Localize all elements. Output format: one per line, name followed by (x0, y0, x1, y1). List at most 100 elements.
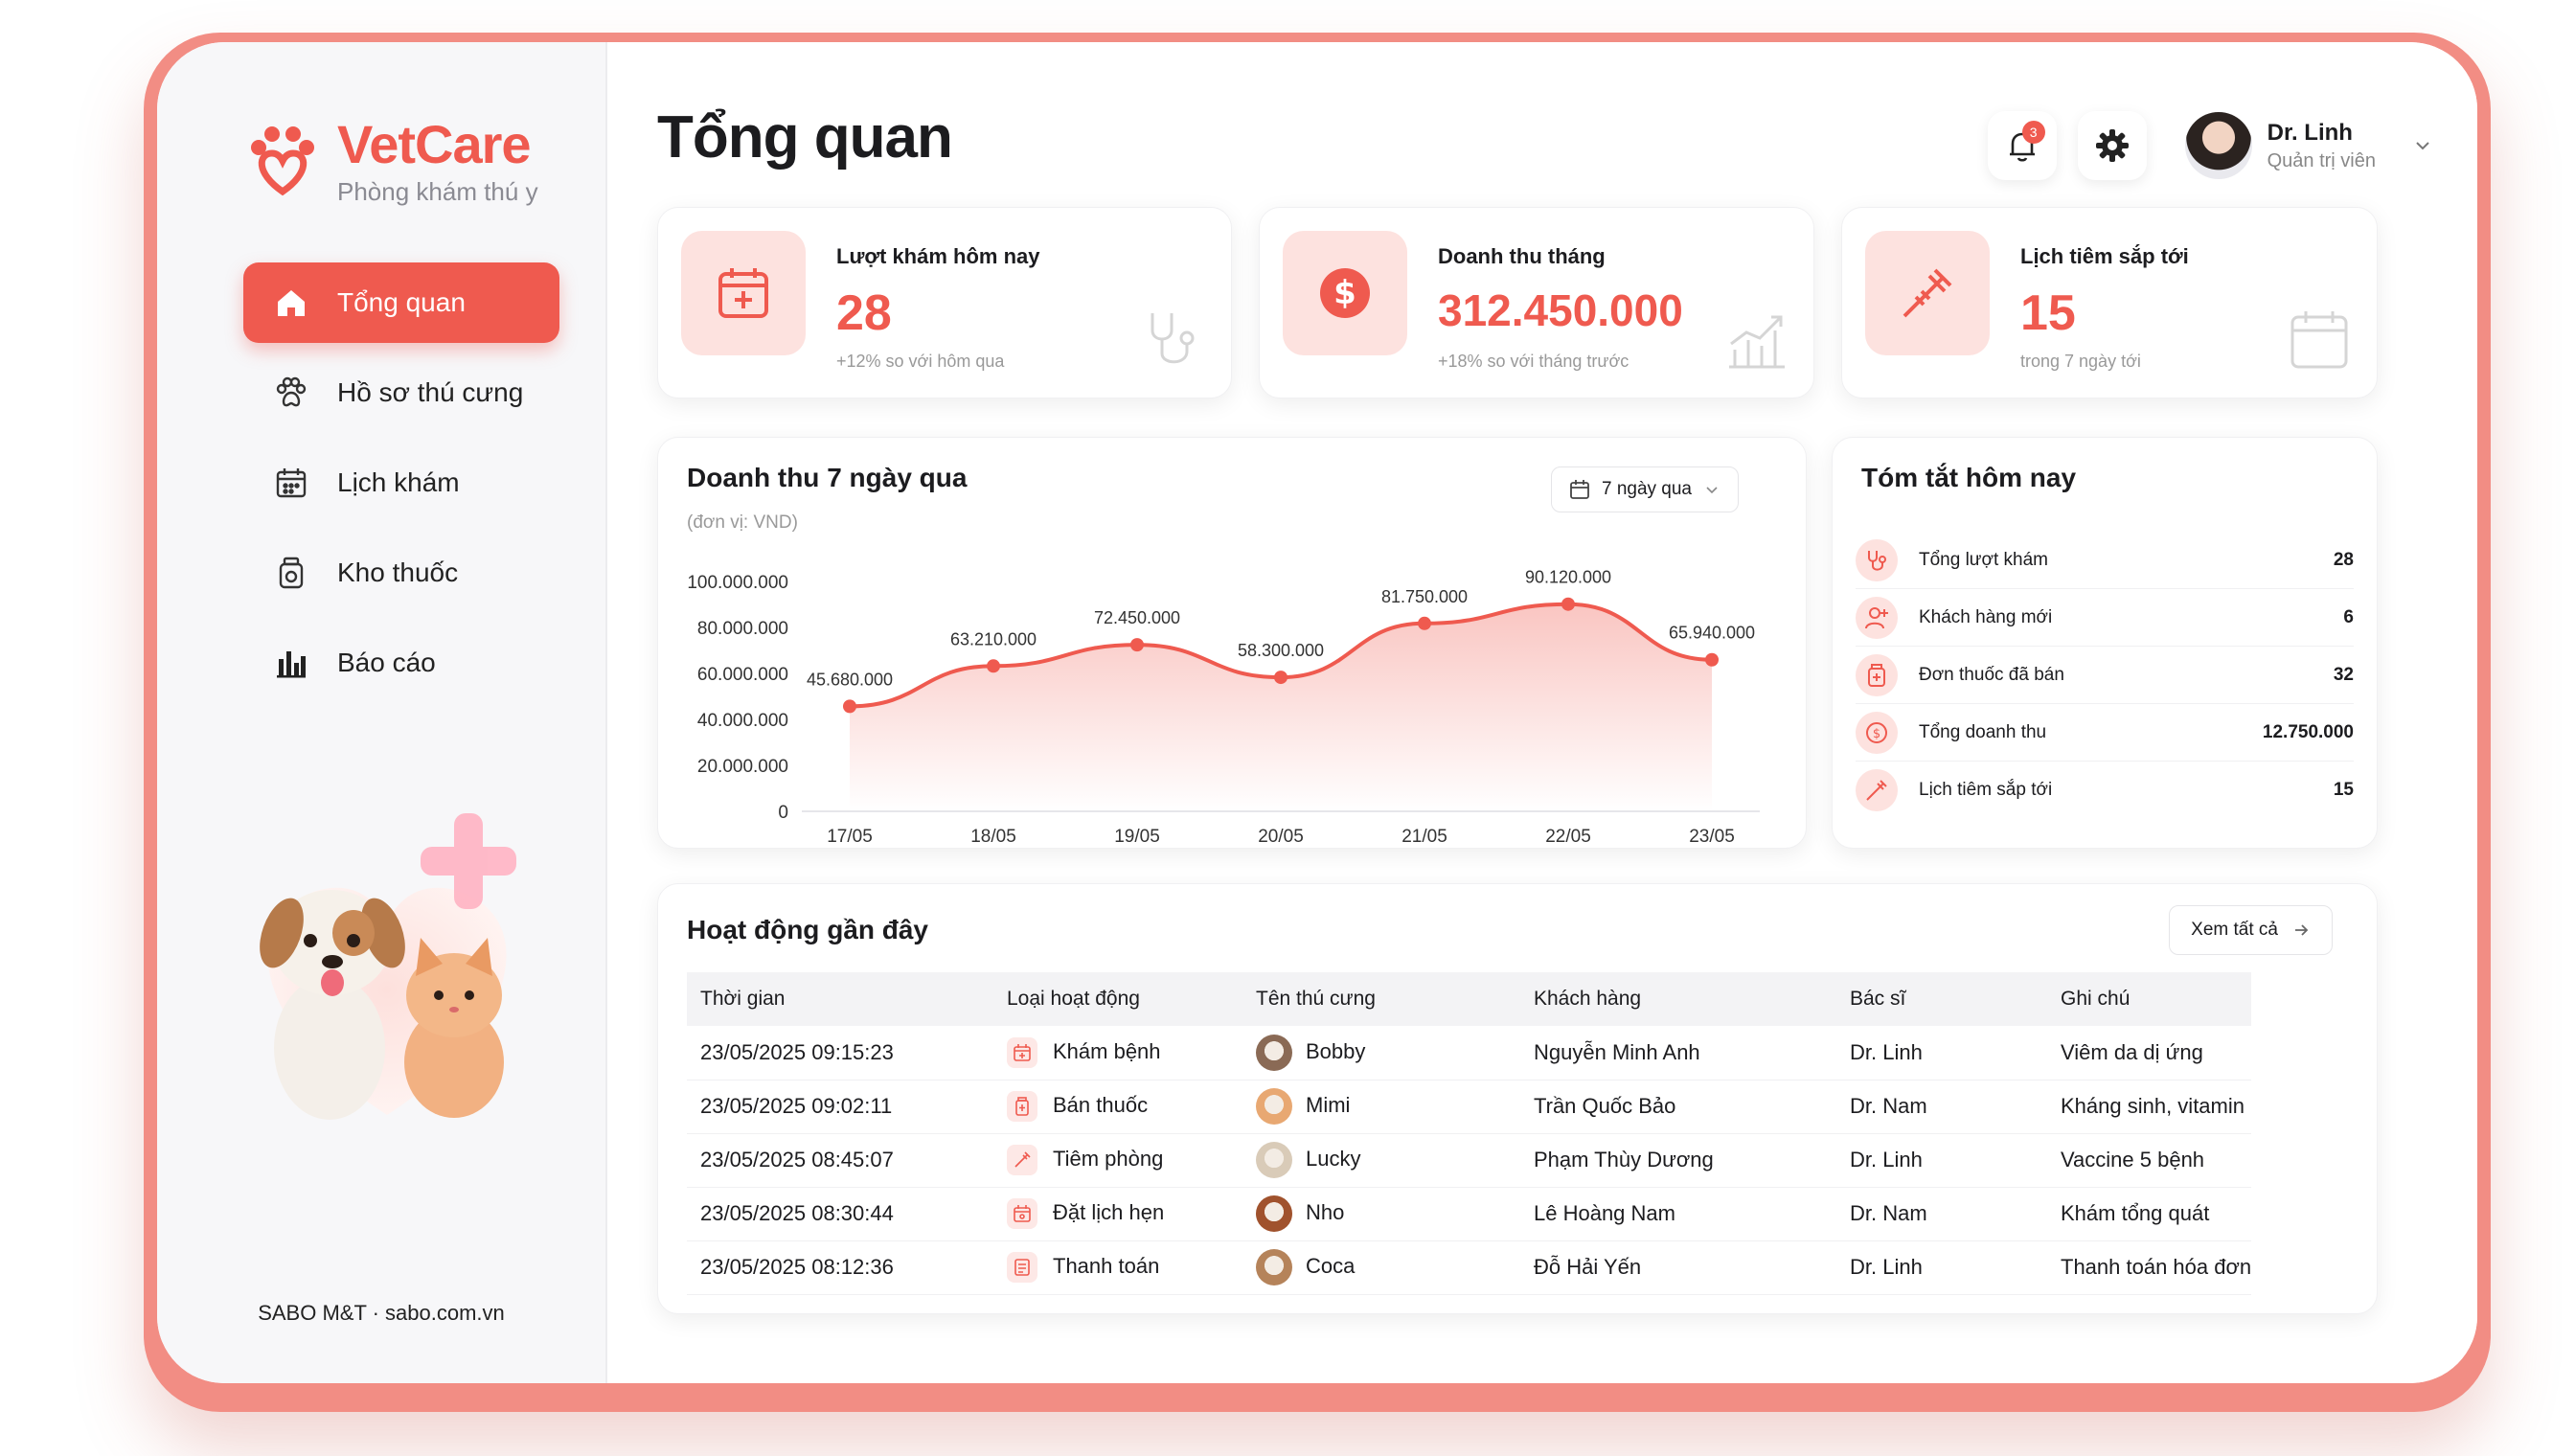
data-point (843, 699, 856, 714)
arrow-right-icon (2295, 924, 2309, 936)
activity-table: Thời gian Loại hoạt động Tên thú cưng Kh… (687, 972, 2252, 1295)
date-range-select[interactable]: 7 ngày qua (1550, 466, 1739, 512)
settings-button[interactable] (2077, 111, 2147, 180)
stat-card-visits: Lượt khám hôm nay 28 +12% so với hôm qua (657, 207, 1232, 398)
invoice-icon (1007, 1252, 1037, 1283)
data-label: 90.120.000 (1525, 568, 1611, 587)
cell-doctor: Dr. Nam (1836, 1187, 2047, 1241)
column-header[interactable]: Tên thú cưng (1242, 972, 1520, 1026)
y-tick-label: 60.000.000 (697, 665, 788, 685)
user-plus-icon (1856, 596, 1898, 639)
syringe-icon (1007, 1145, 1037, 1175)
growth-chart-icon (1729, 315, 1785, 369)
summary-row: Khách hàng mới 6 (1856, 589, 2354, 647)
user-name: Dr. Linh (2267, 119, 2353, 146)
data-label: 65.940.000 (1669, 624, 1755, 643)
cell-type: Đặt lịch hẹn (993, 1187, 1242, 1241)
revenue-area-chart: 100.000.000 80.000.000 60.000.000 40.000.00… (687, 568, 1760, 847)
medicine-bottle-icon (272, 554, 310, 592)
gear-icon (2095, 129, 2129, 162)
table-row[interactable]: 23/05/2025 08:45:07 Tiêm phòng Lucky Phạm T… (687, 1133, 2252, 1188)
summary-row: Đơn thuốc đã bán 32 (1856, 647, 2354, 704)
column-header[interactable]: Ghi chú (2047, 972, 2252, 1026)
bar-chart-icon (272, 644, 310, 682)
table-row[interactable]: 23/05/2025 09:02:11 Bán thuốc Mimi Trần Quố… (687, 1080, 2252, 1134)
y-tick-label: 80.000.000 (697, 619, 788, 639)
appointment-calendar-icon (1007, 1198, 1037, 1229)
table-row[interactable]: 23/05/2025 08:30:44 Đặt lịch hẹn Nho Lê Hoà… (687, 1187, 2252, 1241)
summary-title: Tóm tắt hôm nay (1861, 463, 2077, 492)
chevron-down-icon (1706, 487, 1718, 494)
paw-icon (272, 374, 310, 412)
medical-calendar-icon (1007, 1036, 1037, 1068)
stat-label: Lượt khám hôm nay (836, 244, 1040, 268)
sidebar-item-overview[interactable]: Tổng quan (243, 262, 559, 343)
activity-type-label: Thanh toán (1053, 1253, 1160, 1278)
notifications-button[interactable]: 3 (1987, 111, 2057, 180)
footer-credit: SABO M&T · sabo.com.vn (258, 1301, 505, 1325)
recent-activity-card: Hoạt động gần đây Xem tất cả Thời gian L… (657, 883, 2378, 1314)
column-header[interactable]: Bác sĩ (1836, 972, 2047, 1026)
pet-avatar (1256, 1142, 1292, 1178)
summary-label: Tổng lượt khám (1919, 549, 2049, 570)
cell-pet: Lucky (1242, 1133, 1520, 1188)
stat-change: +12% so với hôm qua (836, 352, 1005, 371)
column-header[interactable]: Loại hoạt động (993, 972, 1242, 1026)
sidebar-nav: Tổng quan Hồ sơ thú cưng Lịch khám Kho t… (243, 262, 559, 713)
cell-pet: Coca (1242, 1240, 1520, 1295)
sidebar-item-appointments[interactable]: Lịch khám (243, 443, 559, 523)
cell-note: Vaccine 5 bệnh (2047, 1133, 2252, 1188)
pill-bottle-icon (1007, 1091, 1037, 1122)
data-point (1705, 652, 1719, 667)
revenue-chart-card: Doanh thu 7 ngày qua (đơn vị: VND) 7 ngà… (657, 437, 1807, 849)
pet-avatar (1256, 1088, 1292, 1125)
activity-title: Hoạt động gần đây (687, 915, 928, 944)
activity-type-label: Đặt lịch hẹn (1053, 1199, 1165, 1224)
summary-label: Khách hàng mới (1919, 606, 2053, 627)
x-tick-label: 17/05 (827, 827, 873, 847)
brand-name: VetCare (337, 114, 532, 174)
sidebar-item-reports[interactable]: Báo cáo (243, 623, 559, 703)
y-tick-label: 40.000.000 (697, 711, 788, 731)
x-tick-label: 22/05 (1545, 827, 1591, 847)
summary-row: $ Tổng doanh thu 12.750.000 (1856, 704, 2354, 762)
stat-change: trong 7 ngày tới (2020, 352, 2141, 371)
cell-doctor: Dr. Linh (1836, 1026, 2047, 1081)
cell-note: Khám tổng quát (2047, 1187, 2252, 1241)
view-all-button[interactable]: Xem tất cả (2169, 905, 2333, 955)
calendar-icon (272, 464, 310, 502)
column-header[interactable]: Thời gian (687, 972, 993, 1026)
app-window: VetCare Phòng khám thú y Tổng quan Hồ sơ… (157, 42, 2477, 1383)
cell-type: Khám bệnh (993, 1026, 1242, 1081)
cell-pet: Mimi (1242, 1080, 1520, 1134)
data-point (1130, 638, 1144, 652)
sidebar-item-pharmacy[interactable]: Kho thuốc (243, 533, 559, 613)
cell-doctor: Dr. Linh (1836, 1133, 2047, 1188)
sidebar-item-label: Tổng quan (337, 287, 466, 317)
table-row[interactable]: 23/05/2025 09:15:23 Khám bệnh Bobby Nguyễn … (687, 1026, 2252, 1081)
cell-note: Thanh toán hóa đơn (2047, 1240, 2252, 1295)
calendar-plus-icon (681, 231, 806, 355)
activity-type-label: Khám bệnh (1053, 1038, 1161, 1063)
summary-label: Lịch tiêm sắp tới (1919, 780, 2053, 800)
table-row[interactable]: 23/05/2025 08:12:36 Thanh toán Coca Đỗ Hải … (687, 1240, 2252, 1295)
data-point (987, 659, 1000, 673)
syringe-icon (1856, 769, 1898, 811)
table-header-row: Thời gian Loại hoạt động Tên thú cưng Kh… (687, 972, 2252, 1026)
cell-customer: Nguyễn Minh Anh (1520, 1026, 1836, 1081)
syringe-icon (1865, 231, 1990, 355)
chart-title: Doanh thu 7 ngày qua (687, 463, 968, 492)
pet-avatar (1256, 1249, 1292, 1285)
cell-time: 23/05/2025 08:45:07 (687, 1133, 993, 1188)
svg-text:$: $ (1333, 274, 1356, 312)
summary-value: 12.750.000 (2262, 721, 2354, 742)
user-menu[interactable]: Dr. Linh Quản trị viên (2184, 112, 2433, 179)
chart-unit: (đơn vị: VND) (687, 512, 798, 533)
column-header[interactable]: Khách hàng (1520, 972, 1836, 1026)
sidebar-item-pet-records[interactable]: Hồ sơ thú cưng (243, 353, 559, 433)
data-label: 63.210.000 (950, 629, 1037, 648)
brand-subtitle: Phòng khám thú y (337, 177, 538, 206)
svg-text:$: $ (1873, 727, 1880, 741)
calendar-icon (2290, 311, 2348, 369)
data-point (1561, 597, 1575, 611)
